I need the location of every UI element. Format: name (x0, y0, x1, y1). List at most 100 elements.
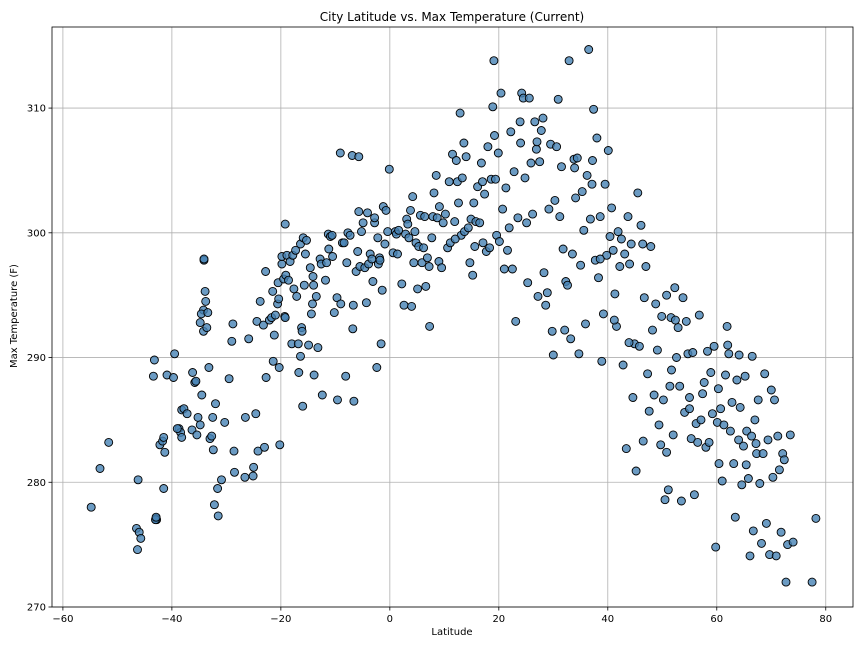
data-point (195, 420, 205, 430)
data-point (483, 142, 493, 152)
y-tick-label: 300 (27, 228, 46, 239)
data-point (339, 238, 349, 248)
data-point (709, 341, 719, 351)
data-point (535, 157, 545, 167)
data-point (636, 220, 646, 230)
data-point (258, 320, 268, 330)
data-point (673, 323, 683, 333)
data-point (375, 255, 385, 265)
data-point (409, 258, 419, 268)
data-point (490, 131, 499, 140)
data-point (768, 472, 778, 482)
data-point (499, 264, 509, 274)
data-point (660, 495, 670, 505)
data-point (592, 133, 602, 143)
data-point (729, 459, 739, 469)
data-point (361, 298, 371, 308)
data-point (322, 258, 332, 268)
data-point (536, 126, 546, 135)
data-point (587, 179, 597, 189)
data-point (491, 174, 500, 184)
data-point (696, 415, 706, 425)
data-point (511, 316, 521, 326)
data-point (550, 195, 560, 205)
data-point (667, 365, 676, 375)
x-tick-label: −40 (161, 614, 182, 625)
data-point (610, 289, 620, 299)
data-point (249, 462, 259, 472)
data-point (501, 183, 511, 193)
data-point (735, 402, 745, 412)
data-point (672, 353, 681, 362)
data-point (766, 385, 776, 395)
data-point (407, 301, 417, 311)
data-point (485, 243, 495, 253)
data-point (455, 108, 465, 118)
data-point (621, 444, 631, 454)
data-point (721, 370, 730, 380)
data-point (751, 439, 761, 449)
data-point (459, 138, 469, 148)
data-point (681, 316, 691, 326)
data-point (197, 390, 207, 400)
data-point (229, 446, 239, 456)
data-point (516, 138, 526, 148)
data-point (280, 219, 290, 229)
data-point (195, 318, 205, 328)
data-point (451, 156, 461, 165)
data-point (305, 263, 315, 273)
data-point (213, 511, 223, 521)
data-point (638, 436, 648, 446)
data-point (297, 326, 307, 336)
data-point (329, 308, 339, 318)
data-point (209, 500, 219, 510)
data-point (394, 225, 404, 235)
y-axis-label: Max Temperature (F) (9, 264, 20, 368)
data-point (86, 502, 96, 512)
data-point (641, 262, 651, 271)
data-point (177, 432, 187, 442)
data-point (268, 286, 278, 296)
data-point (252, 316, 262, 326)
data-point (524, 93, 534, 103)
data-point (201, 296, 211, 306)
data-point (698, 389, 708, 399)
data-point (530, 117, 540, 127)
data-point (737, 480, 747, 490)
data-point (656, 440, 666, 450)
data-point (317, 390, 327, 400)
data-point (628, 393, 638, 402)
data-point (204, 363, 214, 372)
data-point (336, 299, 346, 309)
data-point (292, 291, 302, 301)
data-point (429, 188, 439, 198)
data-point (811, 513, 821, 523)
data-point (658, 395, 668, 405)
data-point (420, 212, 430, 222)
data-point (376, 339, 386, 349)
data-point (577, 187, 587, 197)
data-point (217, 475, 226, 485)
data-point (321, 275, 330, 285)
data-point (333, 395, 342, 405)
data-point (704, 437, 714, 447)
x-tick-label: −60 (52, 614, 73, 625)
data-point (741, 460, 751, 470)
data-point (727, 397, 737, 407)
data-point (296, 351, 305, 361)
data-point (564, 56, 574, 66)
data-point (450, 234, 460, 244)
data-point (668, 430, 678, 440)
data-point (654, 420, 664, 430)
data-point (133, 475, 143, 485)
data-point (251, 409, 261, 419)
data-point (542, 288, 552, 298)
data-point (581, 319, 590, 329)
data-point (771, 551, 781, 561)
data-point (309, 280, 319, 290)
data-point (172, 424, 182, 434)
data-point (289, 284, 299, 294)
data-point (404, 233, 414, 243)
data-point (620, 249, 630, 259)
